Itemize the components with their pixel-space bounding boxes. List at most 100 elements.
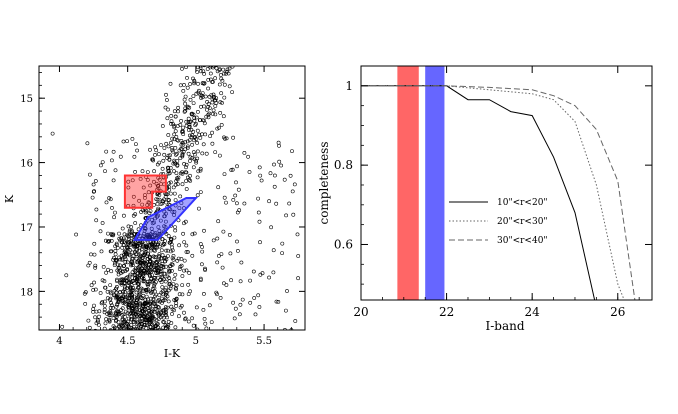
data-point xyxy=(168,236,173,241)
data-point xyxy=(211,238,216,243)
data-point xyxy=(187,159,192,163)
data-point xyxy=(110,205,114,210)
data-point xyxy=(109,269,114,274)
data-point xyxy=(119,328,124,330)
data-point xyxy=(119,323,123,328)
x-tick-label: 5.5 xyxy=(256,336,272,347)
data-point xyxy=(150,286,155,291)
data-point xyxy=(232,316,237,321)
data-point xyxy=(140,313,145,318)
data-point xyxy=(213,59,216,62)
data-point xyxy=(177,243,182,248)
data-point xyxy=(233,306,238,311)
data-point xyxy=(142,304,147,309)
data-point xyxy=(177,267,182,272)
blue-selection-box xyxy=(132,197,199,241)
data-point xyxy=(174,297,179,302)
data-point xyxy=(107,238,112,243)
data-point xyxy=(98,229,103,234)
data-point xyxy=(180,66,184,71)
data-point xyxy=(186,151,191,156)
data-point xyxy=(153,280,158,285)
data-point xyxy=(219,91,224,96)
data-point xyxy=(93,328,98,330)
data-point xyxy=(123,257,128,261)
data-point xyxy=(293,319,298,323)
data-point xyxy=(169,268,174,273)
data-point xyxy=(187,122,192,127)
data-point xyxy=(229,168,234,172)
data-point xyxy=(103,169,107,174)
data-point xyxy=(219,123,224,127)
data-point xyxy=(85,141,90,146)
data-point xyxy=(290,189,295,194)
data-point xyxy=(143,301,148,306)
data-point xyxy=(125,260,130,265)
data-point xyxy=(181,142,186,147)
data-point xyxy=(136,281,141,286)
data-point xyxy=(200,118,205,123)
data-point xyxy=(196,81,200,86)
data-point xyxy=(166,169,171,174)
data-point xyxy=(234,180,238,185)
data-point xyxy=(151,296,156,301)
data-point xyxy=(202,121,207,126)
data-point xyxy=(194,305,199,310)
data-point xyxy=(230,66,235,69)
data-point xyxy=(173,198,178,203)
data-point xyxy=(227,232,232,237)
data-point xyxy=(176,109,181,114)
data-point xyxy=(141,331,144,334)
data-point xyxy=(226,71,231,76)
data-point xyxy=(141,309,146,314)
data-point xyxy=(130,229,135,234)
data-point xyxy=(208,71,213,76)
data-point xyxy=(129,292,134,297)
data-point xyxy=(135,266,140,271)
data-point xyxy=(140,322,145,326)
data-point xyxy=(172,125,177,130)
data-point xyxy=(114,258,119,263)
legend: 10"<r<20" 20"<r<30" 30"<r<40" xyxy=(449,198,548,246)
data-point xyxy=(140,296,145,301)
data-point xyxy=(125,267,129,272)
data-point xyxy=(171,185,176,190)
data-point xyxy=(202,228,206,233)
data-point xyxy=(192,138,196,143)
data-point xyxy=(176,314,181,319)
data-point xyxy=(240,297,245,302)
data-point xyxy=(163,311,168,316)
data-point xyxy=(114,296,119,301)
data-point xyxy=(87,325,92,330)
data-point xyxy=(160,201,165,206)
data-point xyxy=(125,139,130,144)
data-point xyxy=(126,241,130,246)
data-point xyxy=(191,76,195,81)
data-point xyxy=(125,298,130,303)
data-point xyxy=(169,304,174,309)
data-point xyxy=(211,108,216,113)
data-point xyxy=(231,135,236,140)
data-point xyxy=(208,77,213,82)
data-point xyxy=(170,312,174,316)
data-point xyxy=(267,275,272,280)
data-point xyxy=(181,231,186,236)
data-point xyxy=(198,168,203,173)
data-point xyxy=(94,218,99,223)
data-point xyxy=(180,153,185,158)
data-point xyxy=(137,290,142,295)
data-point xyxy=(139,275,144,280)
data-point xyxy=(164,200,169,205)
data-point xyxy=(127,253,132,258)
data-point xyxy=(183,219,188,224)
data-point xyxy=(215,292,219,297)
data-point xyxy=(272,173,277,178)
data-point xyxy=(271,248,276,253)
data-point xyxy=(130,311,135,316)
data-point xyxy=(173,152,178,157)
data-point xyxy=(121,236,126,241)
data-point xyxy=(111,149,116,154)
data-point xyxy=(161,158,166,163)
data-point xyxy=(277,159,282,164)
data-point xyxy=(179,119,184,123)
